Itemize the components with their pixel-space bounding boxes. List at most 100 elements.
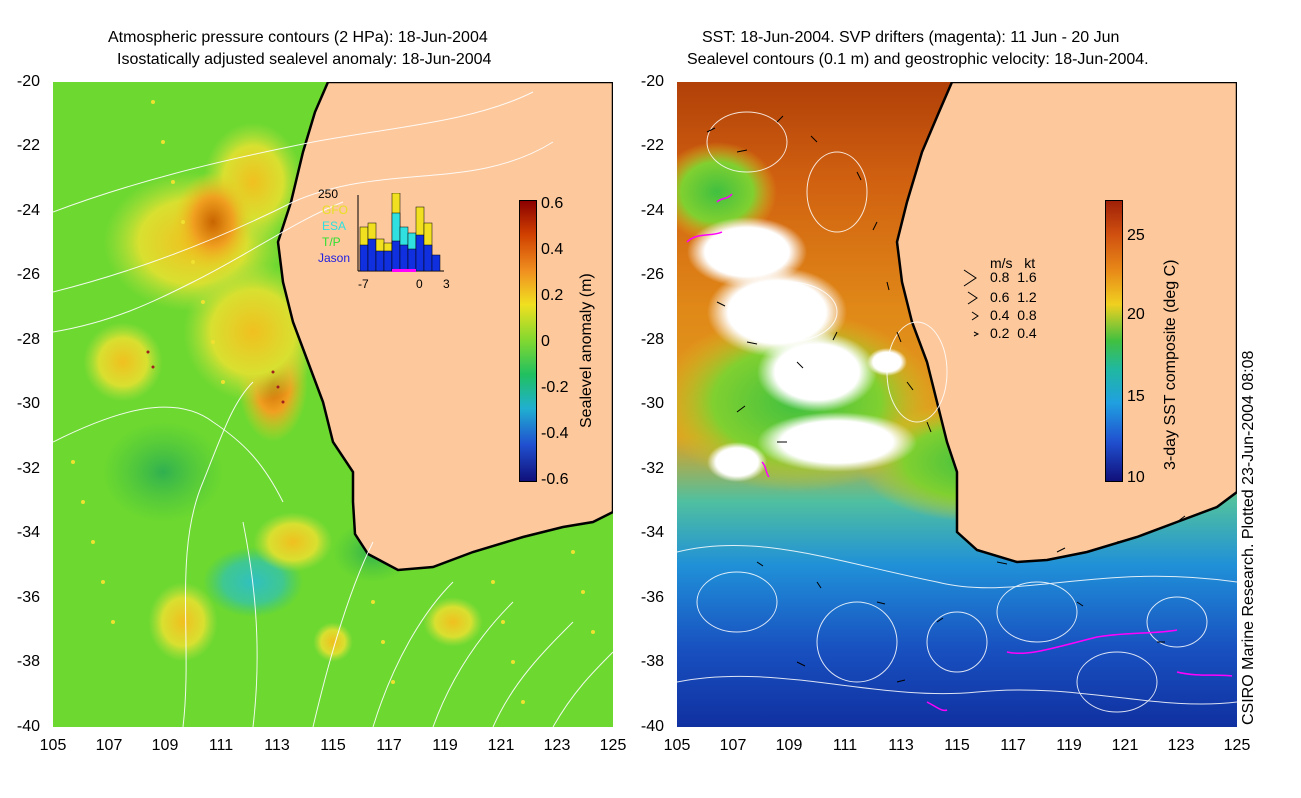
credit-label: CSIRO Marine Research. Plotted 23-Jun-20…: [1240, 350, 1257, 725]
anomaly-blob: [313, 622, 353, 662]
right-title-line1: SST: 18-Jun-2004. SVP drifters (magenta)…: [702, 29, 1120, 46]
y-tick: -26: [640, 266, 664, 283]
y-tick: -20: [640, 73, 664, 90]
right-title-line2: Sealevel contours (0.1 m) and geostrophi…: [687, 51, 1149, 68]
left-colorbar-tick: 0.4: [541, 241, 564, 258]
sst-patch: [677, 142, 777, 242]
x-tick: 117: [1000, 737, 1026, 754]
left-colorbar-label: Sealevel anomaly (m): [578, 273, 595, 428]
histogram-xtick: -7: [358, 277, 369, 291]
x-tick: 121: [487, 737, 515, 754]
y-tick: -40: [16, 718, 40, 735]
y-tick: -30: [16, 395, 40, 412]
x-tick: 115: [320, 737, 346, 754]
svp-drifter-tracks: [686, 193, 1233, 712]
x-tick: 107: [719, 737, 747, 754]
x-tick: 109: [151, 737, 179, 754]
right-colorbar-tick: 25: [1127, 227, 1145, 244]
y-tick: -24: [640, 202, 664, 219]
y-tick: -20: [16, 73, 40, 90]
legend-esa: ESA: [322, 219, 347, 233]
histogram-bars: [357, 193, 444, 272]
y-tick: -30: [640, 395, 664, 412]
y-tick: -28: [640, 331, 664, 348]
left-colorbar-tick: 0: [541, 333, 550, 350]
right-map-svg: [677, 82, 1237, 727]
pressure-contours: [53, 91, 613, 727]
x-tick: 115: [944, 737, 970, 754]
right-sst-map: [677, 82, 1237, 727]
cloud-mask: [757, 412, 917, 472]
histogram-ymax: 250: [318, 187, 339, 201]
y-tick: -38: [640, 653, 664, 670]
y-tick: -22: [640, 137, 664, 154]
histogram-markers: [392, 269, 416, 272]
anomaly-blob: [103, 422, 223, 522]
left-colorbar-tick: -0.6: [541, 471, 569, 488]
left-title-line1: Atmospheric pressure contours (2 HPa): 1…: [108, 29, 488, 46]
y-tick: -28: [16, 331, 40, 348]
x-tick: 121: [1111, 737, 1139, 754]
right-colorbar-tick: 15: [1127, 388, 1145, 405]
velocity-key-header: m/s kt: [990, 255, 1036, 271]
legend-tp: T/P: [322, 235, 341, 249]
left-title-line2: Isostatically adjusted sealevel anomaly:…: [117, 51, 492, 68]
histogram-columns: [359, 193, 441, 272]
velocity-key-row: 0.6 1.2: [990, 289, 1037, 305]
y-tick: -24: [16, 202, 40, 219]
y-tick: -32: [640, 460, 664, 477]
velocity-key-row: 0.8 1.6: [990, 269, 1037, 285]
x-tick: 109: [775, 737, 803, 754]
legend-gfo: GFO: [322, 203, 348, 217]
x-tick: 105: [663, 737, 691, 754]
left-colorbar-tick: 0.2: [541, 287, 564, 304]
x-tick: 113: [888, 737, 914, 754]
legend-jason: Jason: [318, 251, 351, 265]
y-tick: -34: [640, 524, 664, 541]
right-colorbar-tick: 20: [1127, 306, 1145, 323]
satellite-histogram-inset: 250 GFO ESA T/P Jason: [312, 185, 457, 295]
y-tick: -26: [16, 266, 40, 283]
cloud-mask: [707, 442, 767, 482]
left-colorbar-tick: 0.6: [541, 195, 564, 212]
cloud-mask: [867, 348, 907, 376]
x-tick: 107: [95, 737, 123, 754]
x-tick: 125: [1223, 737, 1251, 754]
y-tick: -32: [16, 460, 40, 477]
left-colorbar: [519, 200, 537, 482]
altimeter-tracks-red: [146, 350, 285, 404]
x-tick: 105: [39, 737, 67, 754]
y-tick: -36: [640, 589, 664, 606]
right-australia-land: [895, 82, 1237, 564]
y-tick: -40: [640, 718, 664, 735]
cloud-mask: [757, 332, 877, 412]
x-tick: 117: [376, 737, 402, 754]
left-colorbar-tick: -0.2: [541, 379, 569, 396]
altimeter-tracks: [71, 100, 595, 704]
right-colorbar: [1105, 200, 1123, 482]
anomaly-blob: [148, 582, 218, 662]
x-tick: 119: [1056, 737, 1082, 754]
anomaly-blob: [423, 597, 483, 647]
velocity-key-row: 0.4 0.8: [990, 307, 1037, 323]
y-tick: -36: [16, 589, 40, 606]
x-tick: 123: [543, 737, 571, 754]
right-colorbar-label: 3-day SST composite (deg C): [1162, 259, 1179, 470]
y-tick: -34: [16, 524, 40, 541]
histogram-xtick: 3: [443, 277, 450, 291]
right-colorbar-tick: 10: [1127, 469, 1145, 486]
y-tick: -22: [16, 137, 40, 154]
velocity-key-arrows: [963, 269, 980, 337]
y-tick: -38: [16, 653, 40, 670]
x-tick: 123: [1167, 737, 1195, 754]
histogram-xtick: 0: [416, 277, 423, 291]
velocity-key: m/s kt 0.8 1.6 0.6 1.2 0.4 0.8 0.2 0.4: [960, 254, 1070, 344]
x-tick: 125: [599, 737, 627, 754]
x-tick: 113: [264, 737, 290, 754]
velocity-key-row: 0.2 0.4: [990, 325, 1037, 341]
left-colorbar-tick: -0.4: [541, 425, 569, 442]
anomaly-blob: [83, 322, 163, 402]
anomaly-blob: [253, 512, 333, 572]
sealevel-contours: [677, 111, 1237, 713]
geostrophic-velocity-arrows: [706, 115, 1186, 683]
